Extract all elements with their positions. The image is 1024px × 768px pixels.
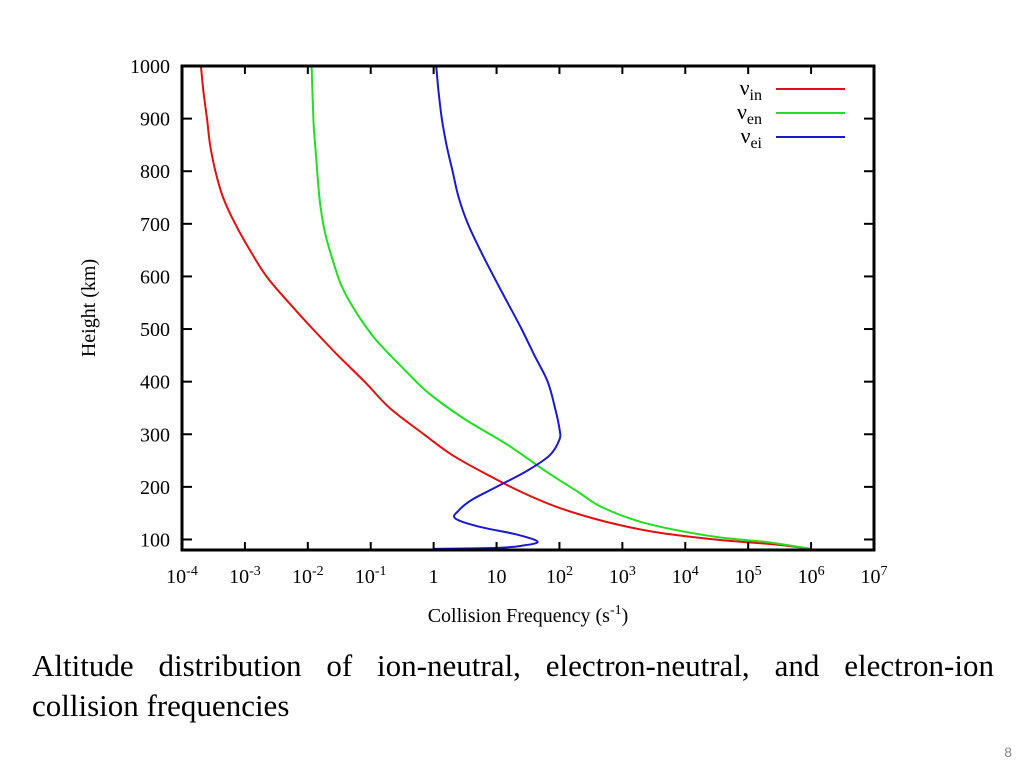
x-axis-label-text: Collision Frequency (s <box>428 605 610 627</box>
x-tick-label: 102 <box>546 564 573 588</box>
x-axis-label: Collision Frequency (s-1) <box>428 603 629 627</box>
x-tick-label: 10 <box>487 566 507 588</box>
x-tick-label: 107 <box>861 564 888 588</box>
x-tick-label: 104 <box>672 564 699 588</box>
x-axis-label-close: ) <box>622 605 629 627</box>
slide-caption: Altitude distribution of ion-neutral, el… <box>32 648 994 723</box>
legend-label-in: νin <box>740 75 762 104</box>
ticks-layer: 10-4 10-3 10-2 10-1 1 10 102 103 104 105 106 107 100… <box>130 56 888 588</box>
y-tick-label: 400 <box>140 372 170 394</box>
y-tick-label: 1000 <box>130 56 170 78</box>
legend-label-en: νen <box>737 99 762 128</box>
y-tick-label: 500 <box>140 319 170 341</box>
x-axis-label-sup: -1 <box>610 603 622 618</box>
series-line-in <box>199 66 812 550</box>
series-line-ei <box>433 66 562 550</box>
x-tick-label: 105 <box>735 564 762 588</box>
plot-frame <box>180 64 876 552</box>
legend-label-ei: νei <box>741 123 763 152</box>
page-number: 8 <box>1004 744 1012 760</box>
y-tick-label: 600 <box>140 266 170 288</box>
x-tick-label: 1 <box>429 566 439 588</box>
y-tick-label: 800 <box>140 161 170 183</box>
y-tick-label: 100 <box>140 529 170 551</box>
x-tick-label: 10-1 <box>355 564 387 588</box>
x-tick-label: 10-3 <box>229 564 261 588</box>
y-tick-label: 900 <box>140 109 170 131</box>
x-tick-label: 10-2 <box>292 564 324 588</box>
y-axis-label: Height (km) <box>78 259 100 357</box>
x-tick-label: 10-4 <box>166 564 198 588</box>
series-line-en <box>310 66 812 550</box>
y-tick-label: 200 <box>140 477 170 499</box>
y-tick-label: 300 <box>140 424 170 446</box>
x-tick-label: 103 <box>609 564 636 588</box>
curves-layer <box>199 66 812 550</box>
x-tick-label: 106 <box>798 564 825 588</box>
y-tick-label: 700 <box>140 214 170 236</box>
chart: 10-4 10-3 10-2 10-1 1 10 102 103 104 105 106 107 100… <box>78 56 888 627</box>
